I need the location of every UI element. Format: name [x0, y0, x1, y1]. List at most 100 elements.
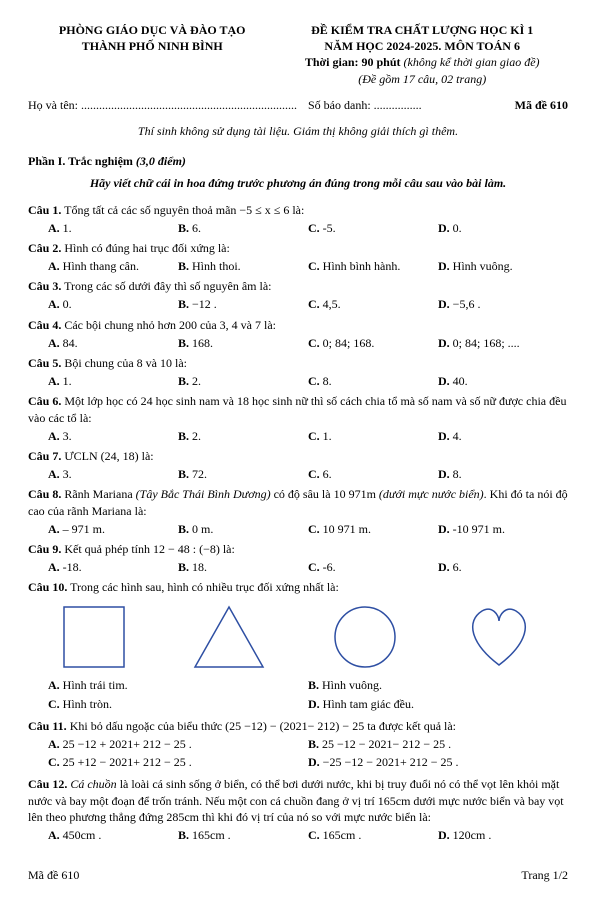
q5-c: C. 8.: [308, 373, 438, 389]
exam-time: Thời gian: 90 phút (không kể thời gian g…: [276, 54, 568, 70]
time-note: (không kể thời gian giao đề): [401, 55, 540, 69]
q1-text: Tổng tất cả các số nguyên thoả mãn −5 ≤ …: [61, 203, 304, 217]
q8-c: C. 10 971 m.: [308, 521, 438, 537]
q2-a: A. Hình thang cân.: [48, 258, 178, 274]
q9-b: B. 18.: [178, 559, 308, 575]
q6-a: A. 3.: [48, 428, 178, 444]
q9-c: C. -6.: [308, 559, 438, 575]
exam-title-1: ĐỀ KIỂM TRA CHẤT LƯỢNG HỌC KÌ 1: [276, 22, 568, 38]
q5-b: B. 2.: [178, 373, 308, 389]
q8-mid: có độ sâu là 10 971m: [271, 487, 379, 501]
q12-italic: Cá chuồn: [67, 777, 116, 791]
sbd-dots: ................: [374, 98, 422, 112]
part1-title: Phần I. Trắc nghiệm (3,0 điểm): [28, 153, 568, 169]
q5-a: A. 1.: [48, 373, 178, 389]
q9-options: A. -18. B. 18. C. -6. D. 6.: [48, 559, 568, 575]
q5-options: A. 1. B. 2. C. 8. D. 40.: [48, 373, 568, 389]
question-8: Câu 8. Rãnh Mariana (Tây Bắc Thái Bình D…: [28, 486, 568, 518]
question-10: Câu 10. Trong các hình sau, hình có nhiề…: [28, 579, 568, 595]
q4-d: D. 0; 84; 168; ....: [438, 335, 568, 351]
question-9: Câu 9. Kết quả phép tính 12 − 48 : (−8) …: [28, 541, 568, 557]
q9-label: Câu 9.: [28, 542, 61, 556]
q2-b: B. Hình thoi.: [178, 258, 308, 274]
q2-options: A. Hình thang cân. B. Hình thoi. C. Hình…: [48, 258, 568, 274]
question-7: Câu 7. ƯCLN (24, 18) là:: [28, 448, 568, 464]
q8-pre: Rãnh Mariana: [61, 487, 135, 501]
dept-line2: THÀNH PHỐ NINH BÌNH: [28, 38, 276, 54]
q11-d: D. −25 −12 − 2021+ 212 − 25 .: [308, 754, 568, 770]
q4-text: Các bội chung nhỏ hơn 200 của 3, 4 và 7 …: [61, 318, 276, 332]
q2-d: D. Hình vuông.: [438, 258, 568, 274]
q12-label: Câu 12.: [28, 777, 67, 791]
q10-options: A. Hình trái tim. B. Hình vuông. C. Hình…: [48, 677, 568, 713]
q7-b: B. 72.: [178, 466, 308, 482]
q1-a: A. 1.: [48, 220, 178, 236]
q6-options: A. 3. B. 2. C. 1. D. 4.: [48, 428, 568, 444]
q10-shapes: [28, 601, 568, 673]
q10-c: C. Hình tròn.: [48, 696, 308, 712]
q8-it2: (dưới mực nước biển): [379, 487, 484, 501]
time-label: Thời gian: 90 phút: [305, 55, 401, 69]
q12-d: D. 120cm .: [438, 827, 568, 843]
q12-options: A. 450cm . B. 165cm . C. 165cm . D. 120c…: [48, 827, 568, 843]
q4-b: B. 168.: [178, 335, 308, 351]
q9-text: Kết quả phép tính 12 − 48 : (−8) là:: [61, 542, 235, 556]
q3-text: Trong các số dưới đây thì số nguyên âm l…: [61, 279, 271, 293]
q6-c: C. 1.: [308, 428, 438, 444]
q2-c: C. Hình bình hành.: [308, 258, 438, 274]
header-left: PHÒNG GIÁO DỤC VÀ ĐÀO TẠO THÀNH PHỐ NINH…: [28, 22, 276, 87]
footer-left: Mã đề 610: [28, 867, 79, 883]
q11-text: Khi bỏ dấu ngoặc của biểu thức (25 −12) …: [67, 719, 456, 733]
sbd-field: Số báo danh: ................: [308, 97, 478, 113]
q8-options: A. – 971 m. B. 0 m. C. 10 971 m. D. -10 …: [48, 521, 568, 537]
q2-text: Hình có đúng hai trục đối xứng là:: [61, 241, 229, 255]
q10-d: D. Hình tam giác đều.: [308, 696, 568, 712]
q11-options: A. 25 −12 + 2021+ 212 − 25 . B. 25 −12 −…: [48, 736, 568, 772]
q11-b: B. 25 −12 − 2021− 212 − 25 .: [308, 736, 568, 752]
q5-text: Bội chung của 8 và 10 là:: [61, 356, 187, 370]
q10-a: A. Hình trái tim.: [48, 677, 308, 693]
circle-icon: [329, 601, 401, 673]
q11-c: C. 25 +12 − 2021+ 212 − 25 .: [48, 754, 308, 770]
q7-c: C. 6.: [308, 466, 438, 482]
header-right: ĐỀ KIỂM TRA CHẤT LƯỢNG HỌC KÌ 1 NĂM HỌC …: [276, 22, 568, 87]
footer-right: Trang 1/2: [521, 867, 568, 883]
name-field: Họ và tên: .............................…: [28, 97, 308, 113]
q9-a: A. -18.: [48, 559, 178, 575]
q10-text: Trong các hình sau, hình có nhiều trục đ…: [67, 580, 338, 594]
q6-b: B. 2.: [178, 428, 308, 444]
q3-c: C. 4,5.: [308, 296, 438, 312]
q5-label: Câu 5.: [28, 356, 61, 370]
q4-options: A. 84. B. 168. C. 0; 84; 168. D. 0; 84; …: [48, 335, 568, 351]
q5-d: D. 40.: [438, 373, 568, 389]
header: PHÒNG GIÁO DỤC VÀ ĐÀO TẠO THÀNH PHỐ NINH…: [28, 22, 568, 87]
q4-c: C. 0; 84; 168.: [308, 335, 438, 351]
q4-label: Câu 4.: [28, 318, 61, 332]
q3-label: Câu 3.: [28, 279, 61, 293]
q8-it1: (Tây Bắc Thái Bình Dương): [136, 487, 271, 501]
q11-label: Câu 11.: [28, 719, 67, 733]
q8-d: D. -10 971 m.: [438, 521, 568, 537]
q1-options: A. 1. B. 6. C. -5. D. 0.: [48, 220, 568, 236]
q1-d: D. 0.: [438, 220, 568, 236]
square-icon: [58, 601, 130, 673]
q12-b: B. 165cm .: [178, 827, 308, 843]
question-11: Câu 11. Khi bỏ dấu ngoặc của biểu thức (…: [28, 718, 568, 734]
q12-c: C. 165cm .: [308, 827, 438, 843]
q10-b: B. Hình vuông.: [308, 677, 568, 693]
question-12: Câu 12. Cá chuồn là loài cá sinh sống ở …: [28, 776, 568, 825]
q3-a: A. 0.: [48, 296, 178, 312]
question-4: Câu 4. Các bội chung nhỏ hơn 200 của 3, …: [28, 317, 568, 333]
page-footer: Mã đề 610 Trang 1/2: [28, 867, 568, 883]
question-5: Câu 5. Bội chung của 8 và 10 là:: [28, 355, 568, 371]
exam-pages: (Đề gồm 17 câu, 02 trang): [276, 71, 568, 87]
heart-icon: [460, 601, 538, 673]
main-instruction: Thí sinh không sử dụng tài liệu. Giám th…: [28, 123, 568, 139]
question-3: Câu 3. Trong các số dưới đây thì số nguy…: [28, 278, 568, 294]
q7-options: A. 3. B. 72. C. 6. D. 8.: [48, 466, 568, 482]
name-label: Họ và tên:: [28, 98, 81, 112]
part1-label: Phần I. Trắc nghiệm: [28, 154, 136, 168]
name-dots: ........................................…: [81, 98, 297, 112]
q12-a: A. 450cm .: [48, 827, 178, 843]
question-1: Câu 1. Tổng tất cả các số nguyên thoả mã…: [28, 202, 568, 218]
